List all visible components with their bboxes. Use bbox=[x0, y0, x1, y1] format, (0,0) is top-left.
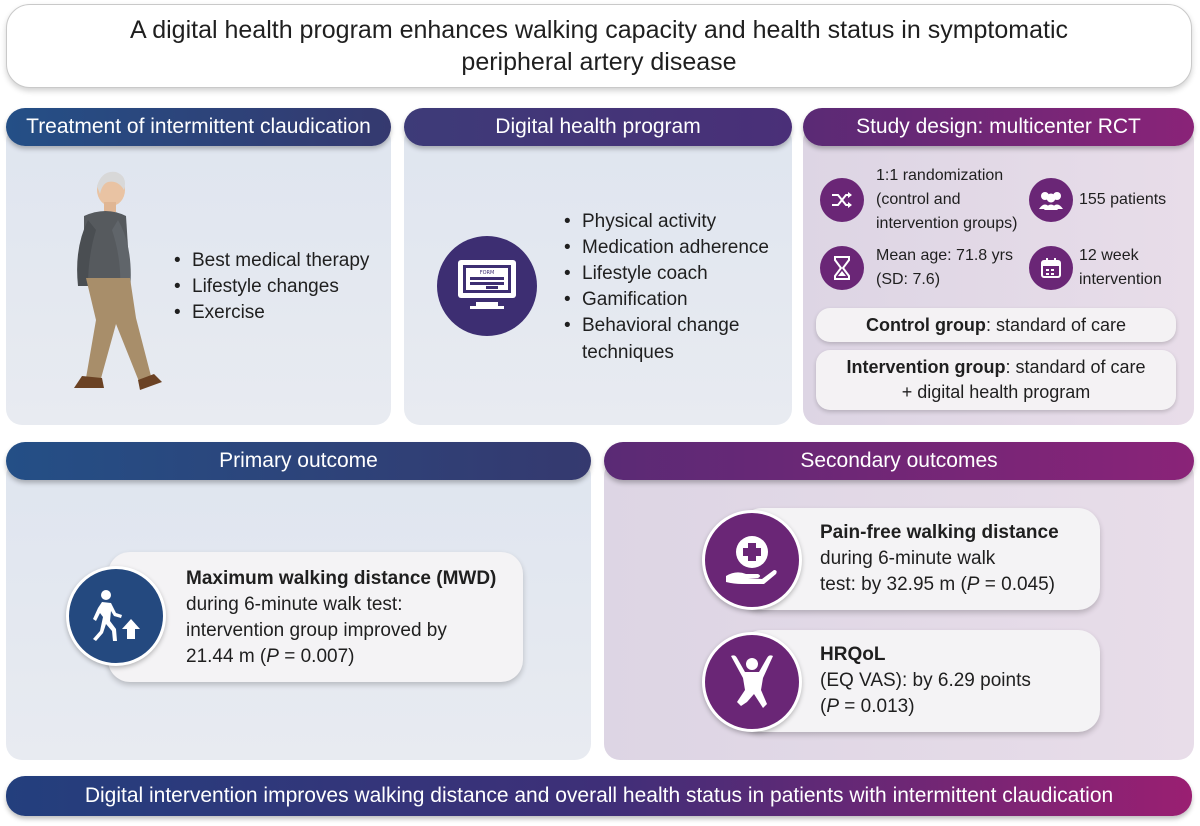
primary-p-symbol: P bbox=[266, 646, 279, 667]
program-item-continuation: techniques bbox=[582, 342, 674, 363]
treatment-item: Exercise bbox=[170, 300, 369, 326]
program-item: Physical activity bbox=[560, 209, 769, 235]
form-label: FORM bbox=[480, 270, 495, 276]
intervention-group-text-2: + digital health program bbox=[901, 382, 1091, 402]
hrqol-line: ( bbox=[820, 696, 827, 717]
program-header-label: Digital health program bbox=[495, 115, 701, 138]
hrqol-p-symbol: P bbox=[826, 696, 840, 717]
treatment-item: Lifestyle changes bbox=[170, 274, 369, 300]
primary-header-label: Primary outcome bbox=[219, 449, 378, 472]
page-title: A digital health program enhances walkin… bbox=[6, 4, 1192, 88]
pfwd-line: test: by 32.95 m ( bbox=[820, 574, 967, 595]
hourglass-icon bbox=[820, 246, 864, 290]
program-header: Digital health program bbox=[404, 108, 792, 146]
randomization-text: 1:1 randomization (control and intervent… bbox=[876, 167, 1018, 232]
intervention-group-pill: Intervention group: standard of care + d… bbox=[816, 350, 1176, 410]
pfwd-line: during 6-minute walk bbox=[820, 548, 996, 569]
conclusion-banner: Digital intervention improves walking di… bbox=[6, 776, 1192, 816]
primary-line: intervention group improved by bbox=[186, 620, 447, 641]
conclusion-text: Digital intervention improves walking di… bbox=[84, 784, 1114, 807]
shuffle-icon bbox=[820, 178, 864, 222]
happy-person-icon bbox=[702, 632, 802, 732]
pfwd-title: Pain-free walking distance bbox=[820, 522, 1059, 543]
calendar-icon bbox=[1029, 246, 1073, 290]
pfwd-p-symbol: P bbox=[966, 574, 980, 595]
secondary-header-label: Secondary outcomes bbox=[800, 449, 998, 472]
primary-line: 21.44 m ( bbox=[186, 646, 267, 667]
hrqol-line: (EQ VAS): by 6.29 points bbox=[820, 670, 1031, 691]
control-group-pill: Control group: standard of care bbox=[816, 308, 1176, 342]
walking-man-illustration bbox=[74, 171, 162, 390]
intervention-group-label: Intervention group bbox=[846, 357, 1006, 377]
treatment-header-label: Treatment of intermittent claudication bbox=[26, 115, 371, 138]
control-group-label: Control group bbox=[865, 314, 986, 335]
hrqol-p-value: = 0.013) bbox=[839, 696, 915, 717]
pfwd-card: Pain-free walking distance during 6-minu… bbox=[740, 508, 1100, 610]
patients-icon bbox=[1029, 178, 1073, 222]
program-list: Physical activity Medication adherence L… bbox=[560, 209, 769, 339]
walking-arrow-icon bbox=[66, 566, 166, 666]
primary-line: during 6-minute walk test: bbox=[186, 594, 403, 615]
study-header: Study design: multicenter RCT bbox=[803, 108, 1194, 146]
primary-card: Maximum walking distance (MWD) during 6-… bbox=[108, 552, 523, 682]
program-item: Gamification bbox=[560, 287, 769, 313]
pfwd-p-value: = 0.045) bbox=[979, 574, 1056, 595]
primary-title: Maximum walking distance (MWD) bbox=[186, 568, 497, 589]
program-item: Behavioral change bbox=[560, 313, 769, 339]
age-text: Mean age: 71.8 yrs (SD: 7.6) bbox=[876, 247, 1013, 288]
intervention-group-text: : standard of care bbox=[1005, 357, 1146, 377]
treatment-list: Best medical therapy Lifestyle changes E… bbox=[170, 248, 369, 326]
treatment-header: Treatment of intermittent claudication bbox=[6, 108, 391, 146]
primary-p-value: = 0.007) bbox=[278, 646, 355, 667]
duration-text: 12 week intervention bbox=[1079, 247, 1162, 288]
program-item: Lifestyle coach bbox=[560, 261, 769, 287]
secondary-header: Secondary outcomes bbox=[604, 442, 1194, 480]
study-header-label: Study design: multicenter RCT bbox=[856, 115, 1141, 138]
program-item: Medication adherence bbox=[560, 235, 769, 261]
patients-count: 155 patients bbox=[1079, 191, 1167, 208]
control-group-text: : standard of care bbox=[985, 314, 1127, 335]
title-line-1: A digital health program enhances walkin… bbox=[129, 16, 1069, 44]
hand-cross-icon bbox=[702, 510, 802, 610]
title-line-2: peripheral artery disease bbox=[461, 48, 737, 76]
computer-form-icon: FORM bbox=[437, 236, 537, 336]
treatment-item: Best medical therapy bbox=[170, 248, 369, 274]
primary-header: Primary outcome bbox=[6, 442, 591, 480]
hrqol-title: HRQoL bbox=[820, 644, 886, 665]
